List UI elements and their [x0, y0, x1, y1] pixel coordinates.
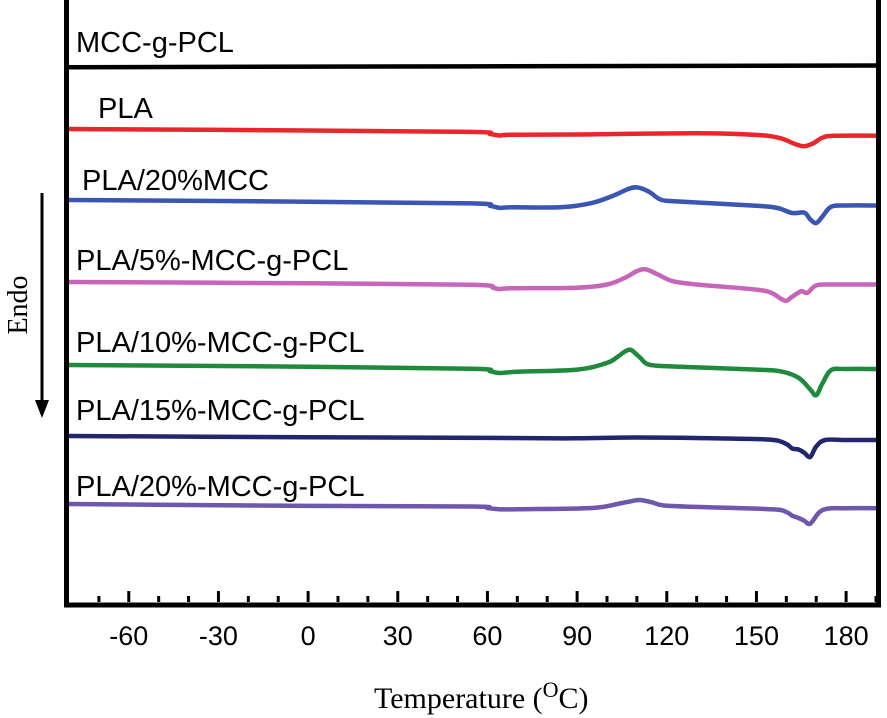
x-tick-label: 90 — [562, 621, 592, 651]
endo-arrow-head — [35, 400, 49, 418]
series-label-1: MCC-g-PCL — [76, 27, 234, 59]
series-line-4 — [66, 266, 879, 304]
x-axis-title-tail: C) — [559, 682, 589, 715]
x-tick-label: 180 — [824, 621, 869, 651]
x-axis-ticks — [97, 591, 878, 602]
series-label-4: PLA/5%-MCC-g-PCL — [76, 245, 348, 277]
x-tick-label: -60 — [109, 621, 148, 651]
series-line-7 — [66, 497, 879, 527]
series-label-3: PLA/20%MCC — [82, 165, 269, 197]
y-axis-endo-label: Endo — [3, 275, 34, 334]
curves-layer — [66, 63, 879, 527]
plot-frame — [64, 0, 881, 608]
series-line-6 — [66, 433, 879, 460]
x-axis-title: Temperature (OC) — [374, 677, 589, 715]
series-line-3 — [66, 185, 879, 226]
x-tick-label: 30 — [383, 621, 413, 651]
x-tick-label: 120 — [644, 621, 689, 651]
x-tick-label: 60 — [472, 621, 502, 651]
series-line-5 — [66, 347, 879, 398]
curve-labels-layer: MCC-g-PCL PLA PLA/20%MCC PLA/5%-MCC-g-PCL PL… — [76, 27, 364, 503]
x-tick-label: 0 — [301, 621, 316, 651]
x-tick-label: 150 — [734, 621, 779, 651]
x-axis-title-main: Temperature ( — [374, 682, 543, 715]
x-axis-tick-labels: -60 -30 0 30 60 90 120 150 180 — [109, 621, 868, 651]
series-label-6: PLA/15%-MCC-g-PCL — [76, 395, 364, 427]
series-line-2 — [66, 126, 879, 149]
series-label-5: PLA/10%-MCC-g-PCL — [76, 327, 364, 359]
series-label-7: PLA/20%-MCC-g-PCL — [76, 471, 364, 503]
series-line-1 — [66, 63, 879, 70]
x-tick-label: -30 — [199, 621, 238, 651]
series-label-2: PLA — [98, 93, 153, 125]
x-axis-title-sup: O — [543, 677, 559, 702]
